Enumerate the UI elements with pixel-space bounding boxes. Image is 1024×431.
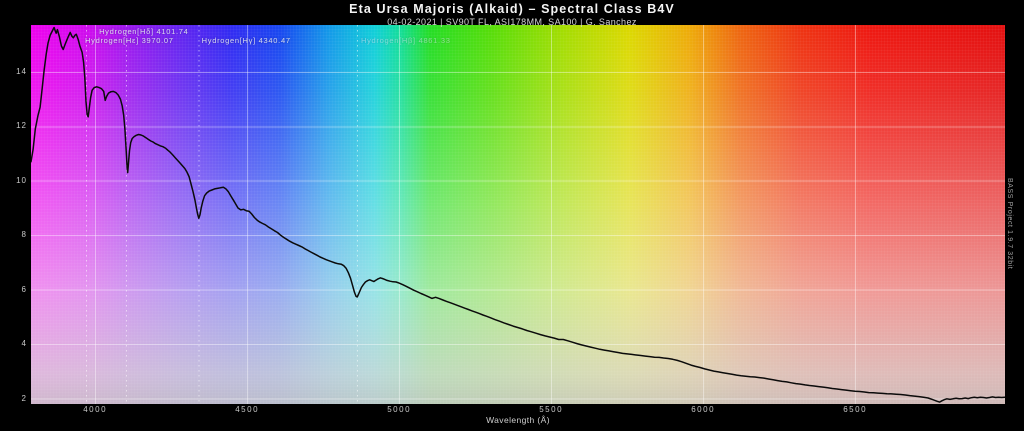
y-axis: 2 4 6 8 10 12 14 [0,25,28,404]
x-axis-title: Wavelength (Å) [486,415,550,425]
y-tick-label: 14 [16,66,27,76]
chart-subtitle: 04-02-2021 | SV90T FL, ASI178MM, SA100 |… [387,17,637,27]
y-tick-label: 2 [21,393,27,403]
y-tick-label: 8 [21,230,27,240]
y-tick-label: 6 [21,284,27,294]
chart-header: Eta Ursa Majoris (Alkaid) – Spectral Cla… [0,2,1024,27]
x-tick-label: 6000 [691,405,716,414]
plot-area: Hydrogen[Hε] 3970.07 Hydrogen[Hδ] 4101.74… [31,25,1005,404]
watermark-version: BASS Project 1.9.7 32bit [1006,178,1013,270]
x-tick-label: 6500 [843,405,868,414]
chart-title: Eta Ursa Majoris (Alkaid) – Spectral Cla… [349,2,675,16]
annotation-label: Hydrogen[Hβ] 4861.33 [360,36,451,45]
x-tick-label: 4000 [83,405,108,414]
annotation-label: Hydrogen[Hδ] 4101.74 [99,27,189,36]
y-tick-label: 12 [16,121,27,131]
x-tick-label: 4500 [235,405,260,414]
spectrum-curve [31,26,1005,403]
spectrum-background [31,25,1005,404]
x-axis: 4000 4500 5000 5500 6000 6500 [31,405,1005,417]
y-tick-label: 10 [16,175,27,185]
annotation-label: Hydrogen[Hε] 3970.07 [85,36,174,45]
x-tick-label: 5500 [539,405,564,414]
spectrum-svg [31,25,1005,404]
x-tick-label: 5000 [387,405,412,414]
annotation-label: Hydrogen[Hγ] 4340.47 [201,36,291,45]
y-tick-label: 4 [21,339,27,349]
